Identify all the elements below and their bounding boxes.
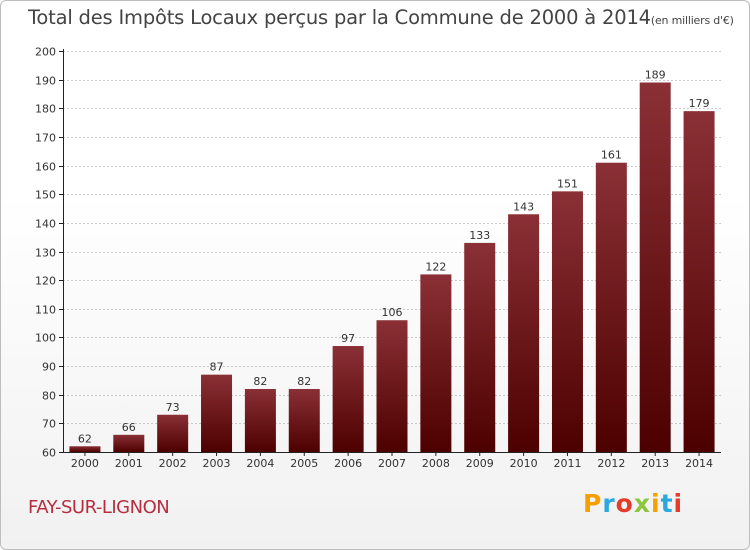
data-label-2007: 106	[382, 306, 403, 319]
y-tick-label-90: 90	[42, 361, 56, 374]
data-label-2011: 151	[557, 177, 578, 190]
y-tick-label-80: 80	[42, 390, 56, 403]
y-tick-label-100: 100	[35, 332, 56, 345]
x-tick-label-2014: 2014	[685, 457, 713, 470]
x-tick-label-2008: 2008	[422, 457, 450, 470]
y-tick-label-120: 120	[35, 275, 56, 288]
chart-title-main: Total des Impôts Locaux perçus par la Co…	[28, 6, 651, 29]
data-label-2001: 66	[122, 421, 136, 434]
logo-letter: r	[602, 489, 616, 518]
data-label-2005: 82	[297, 375, 311, 388]
y-tick-label-160: 160	[35, 161, 56, 174]
bar-2011	[551, 191, 583, 452]
x-tick-label-2005: 2005	[290, 457, 318, 470]
proxiti-logo: Proxiti	[583, 489, 683, 518]
data-label-2006: 97	[341, 332, 355, 345]
bar-2005	[288, 388, 320, 452]
x-tick-label-2012: 2012	[597, 457, 625, 470]
x-tick-label-2009: 2009	[466, 457, 494, 470]
y-tick-label-140: 140	[35, 218, 56, 231]
x-tick-label-2003: 2003	[203, 457, 231, 470]
x-tick-label-2006: 2006	[334, 457, 362, 470]
bar-2001	[113, 434, 145, 452]
y-tick-label-130: 130	[35, 247, 56, 260]
data-label-2000: 62	[78, 432, 92, 445]
bar-2012	[595, 162, 627, 452]
bar-2010	[508, 214, 540, 452]
x-tick-label-2000: 2000	[71, 457, 99, 470]
logo-letter: t	[660, 489, 674, 518]
y-tick-label-190: 190	[35, 75, 56, 88]
data-label-2008: 122	[425, 260, 446, 273]
bar-2014	[683, 111, 715, 453]
x-tick-label-2007: 2007	[378, 457, 406, 470]
data-label-2002: 73	[166, 401, 180, 414]
y-tick-label-150: 150	[35, 189, 56, 202]
bar-2007	[376, 320, 408, 452]
logo-letter: x	[633, 489, 651, 518]
y-tick-label-60: 60	[42, 447, 56, 460]
y-tick-label-110: 110	[35, 304, 56, 317]
logo-letter: i	[673, 489, 684, 518]
y-tick-label-170: 170	[35, 132, 56, 145]
bar-2002	[157, 414, 189, 452]
x-tick-label-2004: 2004	[246, 457, 274, 470]
bar-2004	[244, 388, 276, 452]
y-tick-label-70: 70	[42, 418, 56, 431]
data-label-2014: 179	[689, 97, 710, 110]
bar-2009	[464, 242, 496, 452]
data-label-2010: 143	[513, 200, 534, 213]
logo-letter: o	[615, 489, 634, 518]
bar-2008	[420, 274, 452, 452]
data-label-2012: 161	[601, 149, 622, 162]
data-label-2003: 87	[210, 361, 224, 374]
chart-title-unit: (en milliers d'€)	[650, 14, 734, 27]
data-label-2009: 133	[469, 229, 490, 242]
x-tick-label-2013: 2013	[641, 457, 669, 470]
bar-2000	[69, 446, 101, 452]
data-label-2013: 189	[645, 69, 666, 82]
x-tick-label-2010: 2010	[510, 457, 538, 470]
data-label-2004: 82	[253, 375, 267, 388]
bar-2013	[639, 82, 671, 452]
logo-letter: P	[583, 489, 603, 518]
x-tick-label-2002: 2002	[159, 457, 187, 470]
commune-name: FAY-SUR-LIGNON	[28, 497, 170, 518]
x-tick-label-2001: 2001	[115, 457, 143, 470]
bar-2003	[201, 374, 233, 452]
y-tick-label-200: 200	[35, 46, 56, 59]
x-tick-label-2011: 2011	[553, 457, 581, 470]
logo-letter: i	[651, 489, 661, 518]
bar-2006	[332, 346, 364, 452]
y-tick-label-180: 180	[35, 103, 56, 116]
chart-title: Total des Impôts Locaux perçus par la Co…	[28, 6, 734, 29]
